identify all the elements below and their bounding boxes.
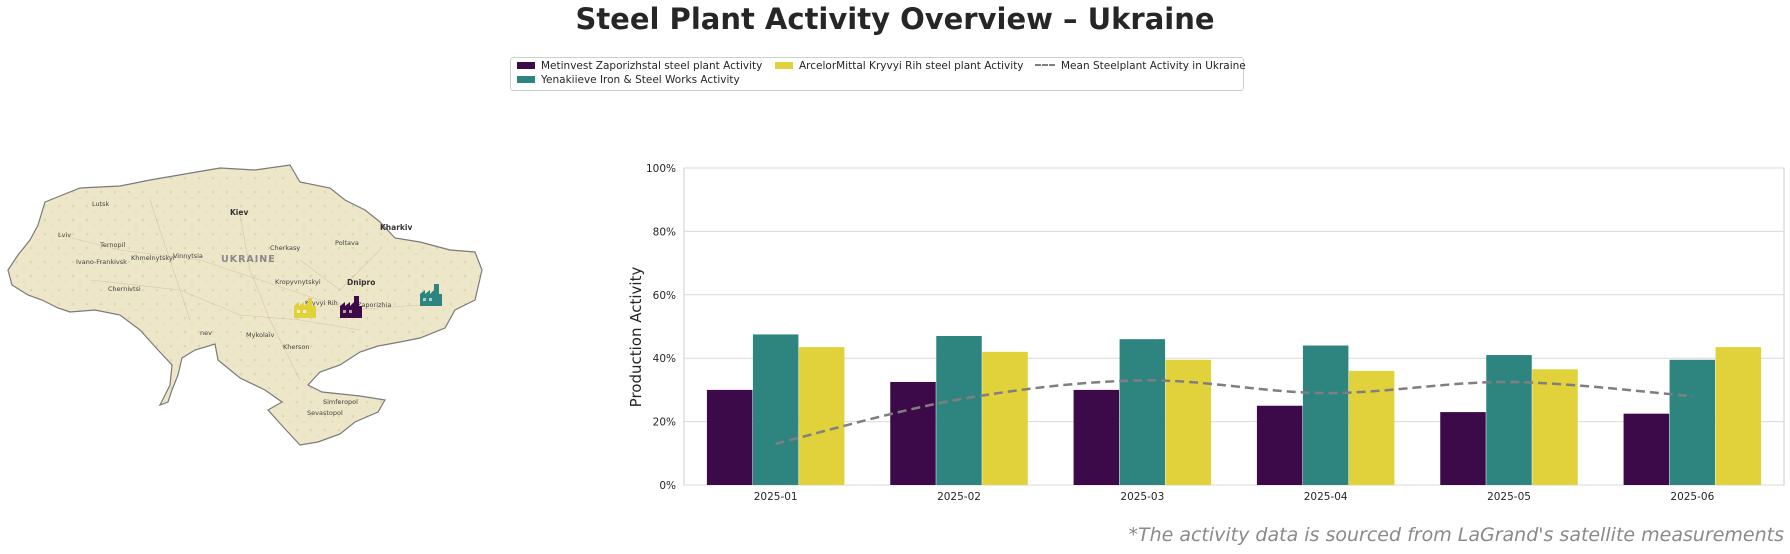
legend-label-mean: Mean Steelplant Activity in Ukraine: [1061, 60, 1246, 72]
chart-y-ticks: 0% 20% 40% 60% 80% 100%: [646, 163, 676, 492]
city-label-lutsk: Lutsk: [92, 200, 110, 208]
city-label-ternopil: Ternopil: [99, 241, 125, 249]
bar: [982, 351, 1028, 485]
country-label: UKRAINE: [221, 254, 276, 265]
y-tick-label: 0%: [659, 480, 676, 492]
map-city-labels: Lutsk Kiev Kharkiv Lviv Ternopil Ivano-F…: [58, 200, 412, 417]
bar: [1440, 412, 1486, 485]
city-label-kherson: Kherson: [283, 343, 310, 351]
city-label-cherkasy: Cherkasy: [270, 244, 300, 252]
bar: [752, 334, 799, 485]
factory-icon: [340, 296, 362, 318]
x-tick-label: 2025-06: [1670, 491, 1714, 503]
legend-label-yenakiieve: Yenakiieve Iron & Steel Works Activity: [541, 74, 740, 86]
legend-swatch-arcelormittal: [775, 62, 793, 69]
city-label-dnipro: Dnipro: [347, 278, 375, 287]
legend: Metinvest Zaporizhstal steel plant Activ…: [510, 57, 1246, 91]
city-label-zaporizhia: Zaporizhia: [357, 301, 391, 309]
chart-title: Steel Plant Activity Overview – Ukraine: [575, 2, 1215, 36]
city-label-khmelnytskyi: Khmelnytskyi: [131, 254, 175, 262]
bar: [936, 336, 982, 485]
footer-note: *The activity data is sourced from LaGra…: [1128, 524, 1784, 546]
bar: [1256, 405, 1303, 485]
bar: [1486, 355, 1532, 485]
bar: [1165, 359, 1212, 485]
ukraine-outline: [7, 164, 483, 446]
city-label-lviv: Lviv: [58, 231, 71, 239]
legend-item-metinvest: Metinvest Zaporizhstal steel plant Activ…: [517, 60, 762, 72]
plot-frame: [683, 167, 1785, 486]
legend-swatch-metinvest: [517, 62, 535, 69]
bar: [1348, 370, 1395, 485]
factory-icon: [420, 284, 442, 306]
chart-mean-line: [775, 379, 1693, 446]
x-tick-label: 2025-05: [1487, 491, 1531, 503]
y-tick-label: 60%: [653, 290, 676, 302]
legend-label-metinvest: Metinvest Zaporizhstal steel plant Activ…: [541, 60, 763, 72]
city-label-simferopol: Simferopol: [323, 398, 358, 406]
legend-item-mean: Mean Steelplant Activity in Ukraine: [1035, 60, 1246, 72]
x-tick-label: 2025-02: [937, 491, 981, 503]
bar: [1302, 345, 1349, 485]
ukraine-map: Lutsk Kiev Kharkiv Lviv Ternopil Ivano-F…: [0, 160, 490, 490]
city-label-poltava: Poltava: [335, 239, 359, 247]
x-tick-label: 2025-03: [1120, 491, 1164, 503]
city-label-sevastopol: Sevastopol: [307, 409, 343, 417]
bar: [1532, 369, 1578, 485]
city-label-chernivtsi: Chernivtsi: [108, 285, 141, 293]
chart-x-ticks: 2025-01 2025-02 2025-03 2025-04 2025-05 2025-…: [754, 491, 1715, 503]
y-axis-label: Production Activity: [627, 267, 645, 408]
legend-item-yenakiieve: Yenakiieve Iron & Steel Works Activity: [517, 74, 740, 86]
city-label-ivano-frankivsk: Ivano-Frankivsk: [76, 258, 127, 266]
city-label-kropyvnytskyi: Kropyvnytskyi: [275, 278, 321, 286]
chart-gridlines: [683, 167, 1785, 486]
y-tick-label: 100%: [646, 163, 676, 175]
x-tick-label: 2025-01: [754, 491, 798, 503]
city-label-mykolaiv: Mykolaiv: [246, 331, 275, 339]
bar: [1669, 359, 1716, 485]
bar: [798, 347, 845, 485]
city-label-kryvyi-rih: Kryvyi Rih: [305, 299, 338, 307]
bar: [1715, 347, 1762, 485]
chart-bars: [706, 334, 1762, 485]
city-label-kharkiv: Kharkiv: [380, 223, 412, 232]
bar: [1623, 413, 1670, 485]
y-tick-label: 40%: [653, 353, 676, 365]
city-label-kiev: Kiev: [230, 208, 248, 217]
factory-icon: [294, 298, 316, 318]
legend-swatch-yenakiieve: [517, 76, 535, 83]
legend-item-arcelormittal: ArcelorMittal Kryvyi Rih steel plant Act…: [775, 60, 1024, 72]
bar: [890, 381, 936, 485]
mean-activity-line: [775, 379, 1693, 446]
legend-label-arcelormittal: ArcelorMittal Kryvyi Rih steel plant Act…: [799, 60, 1024, 72]
bar: [706, 389, 753, 485]
bar: [1073, 389, 1120, 485]
x-tick-label: 2025-04: [1304, 491, 1348, 503]
legend-dashed-line: [1035, 64, 1055, 66]
bar: [1119, 339, 1166, 485]
city-label-vinnytsia: Vinnytsia: [173, 252, 203, 260]
city-label-nev: nev: [200, 329, 212, 337]
y-tick-label: 80%: [653, 226, 676, 238]
ukraine-map-svg: Lutsk Kiev Kharkiv Lviv Ternopil Ivano-F…: [7, 164, 483, 446]
y-tick-label: 20%: [653, 417, 676, 429]
